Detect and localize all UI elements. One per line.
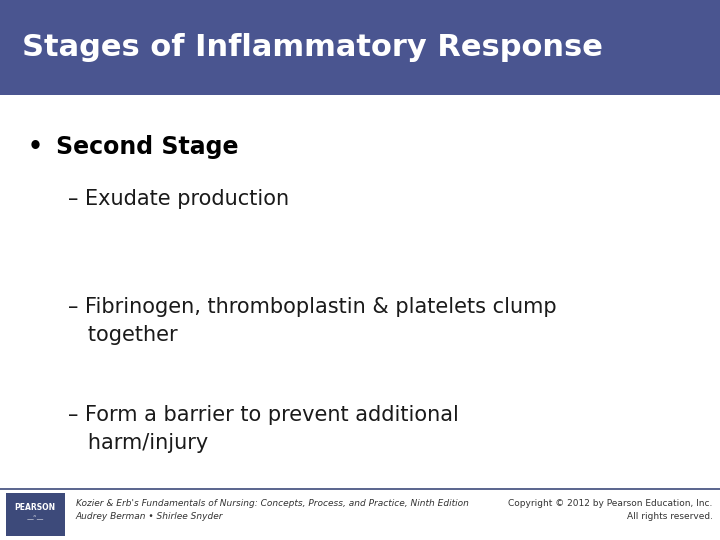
Text: Stages of Inflammatory Response: Stages of Inflammatory Response bbox=[22, 33, 603, 62]
Text: •: • bbox=[27, 135, 42, 159]
Text: Copyright © 2012 by Pearson Education, Inc.: Copyright © 2012 by Pearson Education, I… bbox=[508, 499, 713, 508]
Text: – Fibrinogen, thromboplastin & platelets clump
   together: – Fibrinogen, thromboplastin & platelets… bbox=[68, 297, 557, 345]
Text: PEARSON: PEARSON bbox=[14, 503, 56, 512]
Text: Kozier & Erb's Fundamentals of Nursing: Concepts, Process, and Practice, Ninth E: Kozier & Erb's Fundamentals of Nursing: … bbox=[76, 499, 469, 508]
Bar bbox=[6, 493, 65, 536]
Text: —˜—: —˜— bbox=[27, 517, 44, 523]
Text: Audrey Berman • Shirlee Snyder: Audrey Berman • Shirlee Snyder bbox=[76, 512, 223, 521]
Text: Second Stage: Second Stage bbox=[56, 135, 238, 159]
Bar bbox=[0, 0, 720, 94]
Text: – Form a barrier to prevent additional
   harm/injury: – Form a barrier to prevent additional h… bbox=[68, 405, 459, 453]
Text: All rights reserved.: All rights reserved. bbox=[627, 512, 713, 521]
Text: – Exudate production: – Exudate production bbox=[68, 189, 289, 209]
